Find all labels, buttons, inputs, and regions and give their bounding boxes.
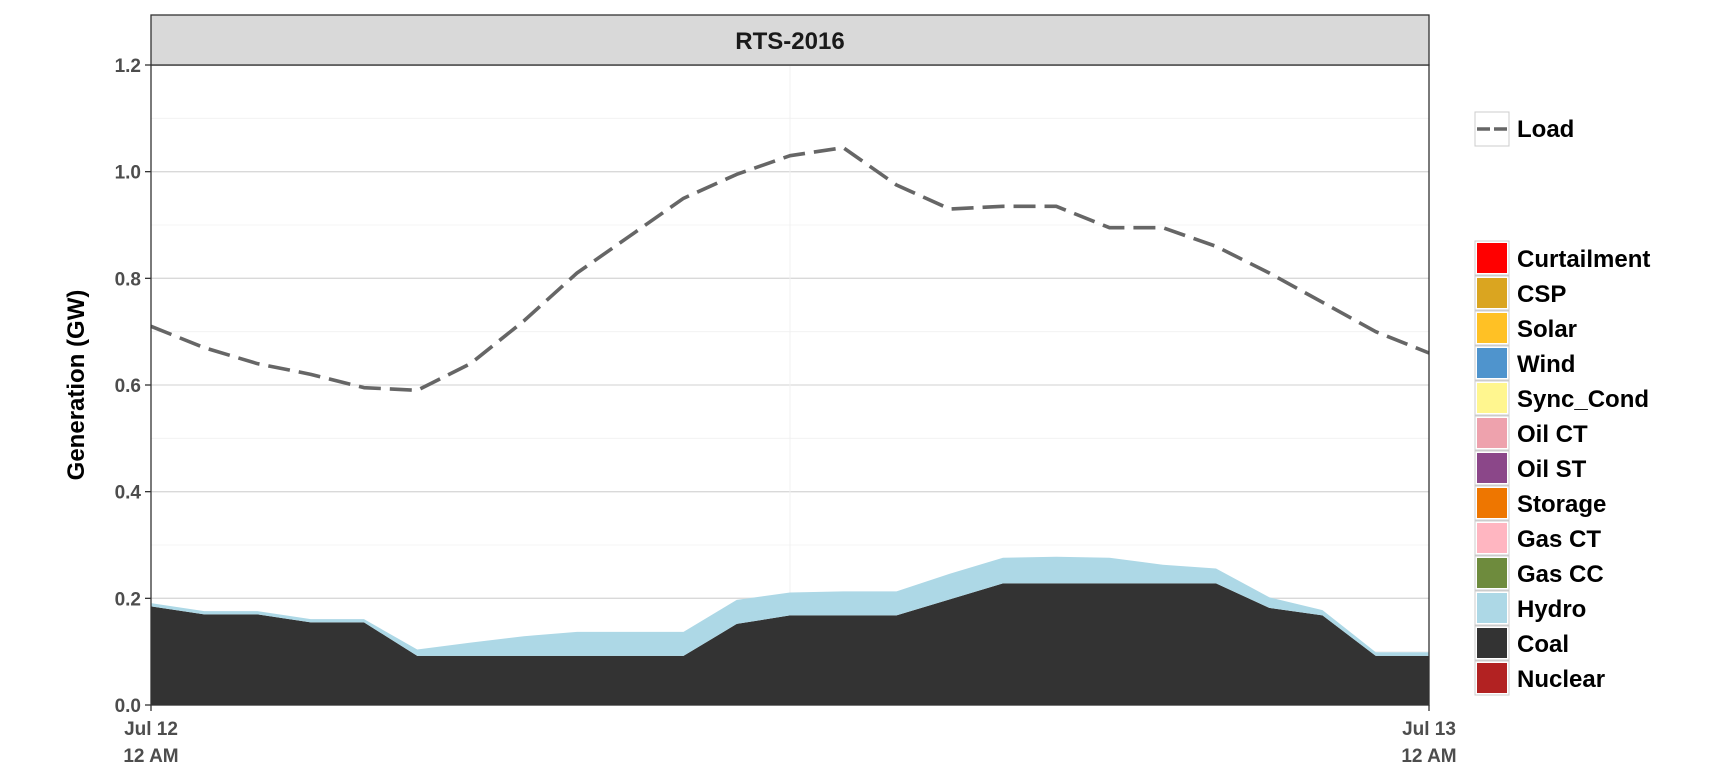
x-tick-label-date: Jul 13 (1402, 719, 1456, 740)
legend-swatch-hydro (1477, 593, 1507, 623)
legend-swatch-csp (1477, 278, 1507, 308)
legend-swatch-nuclear (1477, 663, 1507, 693)
legend-swatch-sync-cond (1477, 383, 1507, 413)
stacked-areas (151, 556, 1429, 705)
y-axis: 0.0 0.2 0.4 0.6 0.8 1.0 1.2 (115, 56, 151, 717)
y-tick-label: 1.2 (115, 56, 141, 77)
legend-label-oil-st: Oil ST (1517, 456, 1587, 483)
load-line (150, 145, 1430, 393)
legend-label-coal: Coal (1517, 631, 1569, 658)
legend-swatch-curtailment (1477, 243, 1507, 273)
y-tick-label: 1.0 (115, 163, 141, 184)
x-tick-label-time: 12 AM (1401, 746, 1456, 767)
legend-label-load: Load (1517, 116, 1574, 143)
legend-label-sync-cond: Sync_Cond (1517, 386, 1649, 413)
x-axis: Jul 12 12 AM Jul 13 12 AM (123, 705, 1457, 767)
legend-swatch-solar (1477, 313, 1507, 343)
legend-label-solar: Solar (1517, 316, 1577, 343)
y-tick-label: 0.2 (115, 589, 141, 610)
legend-label-storage: Storage (1517, 491, 1606, 518)
legend-swatch-wind (1477, 348, 1507, 378)
x-tick-label-date: Jul 12 (124, 719, 178, 740)
legend-swatch-coal (1477, 628, 1507, 658)
legend-label-oil-ct: Oil CT (1517, 421, 1588, 448)
x-tick-label-time: 12 AM (123, 746, 178, 767)
y-axis-label: Generation (GW) (63, 290, 90, 481)
area-hydro (151, 556, 1429, 656)
facet-strip-title: RTS-2016 (735, 28, 844, 55)
legend-generation: Curtailment CSP Solar Wind Sync_Cond Oil CT Oi… (1474, 240, 1650, 696)
facet-strip: RTS-2016 (150, 14, 1430, 66)
legend-load: Load (1474, 111, 1574, 147)
legend-label-wind: Wind (1517, 351, 1575, 378)
legend-label-curtailment: Curtailment (1517, 246, 1650, 273)
facet-strip-background (150, 14, 1430, 66)
legend-swatch-gas-cc (1477, 558, 1507, 588)
y-tick-label: 0.8 (115, 269, 141, 290)
legend-swatch-oil-st (1477, 453, 1507, 483)
legend-swatch-storage (1477, 488, 1507, 518)
legend-label-gas-ct: Gas CT (1517, 526, 1601, 553)
y-tick-label: 0.0 (115, 696, 141, 717)
y-tick-label: 0.6 (115, 376, 141, 397)
legend-label-nuclear: Nuclear (1517, 666, 1605, 693)
legend-label-hydro: Hydro (1517, 596, 1586, 623)
legend-swatch-gas-ct (1477, 523, 1507, 553)
legend-label-csp: CSP (1517, 281, 1566, 308)
load-line-layer (150, 145, 1430, 393)
legend-label-gas-cc: Gas CC (1517, 561, 1604, 588)
area-coal (151, 583, 1429, 705)
legend-swatch-oil-ct (1477, 418, 1507, 448)
y-tick-label: 0.4 (115, 483, 142, 504)
